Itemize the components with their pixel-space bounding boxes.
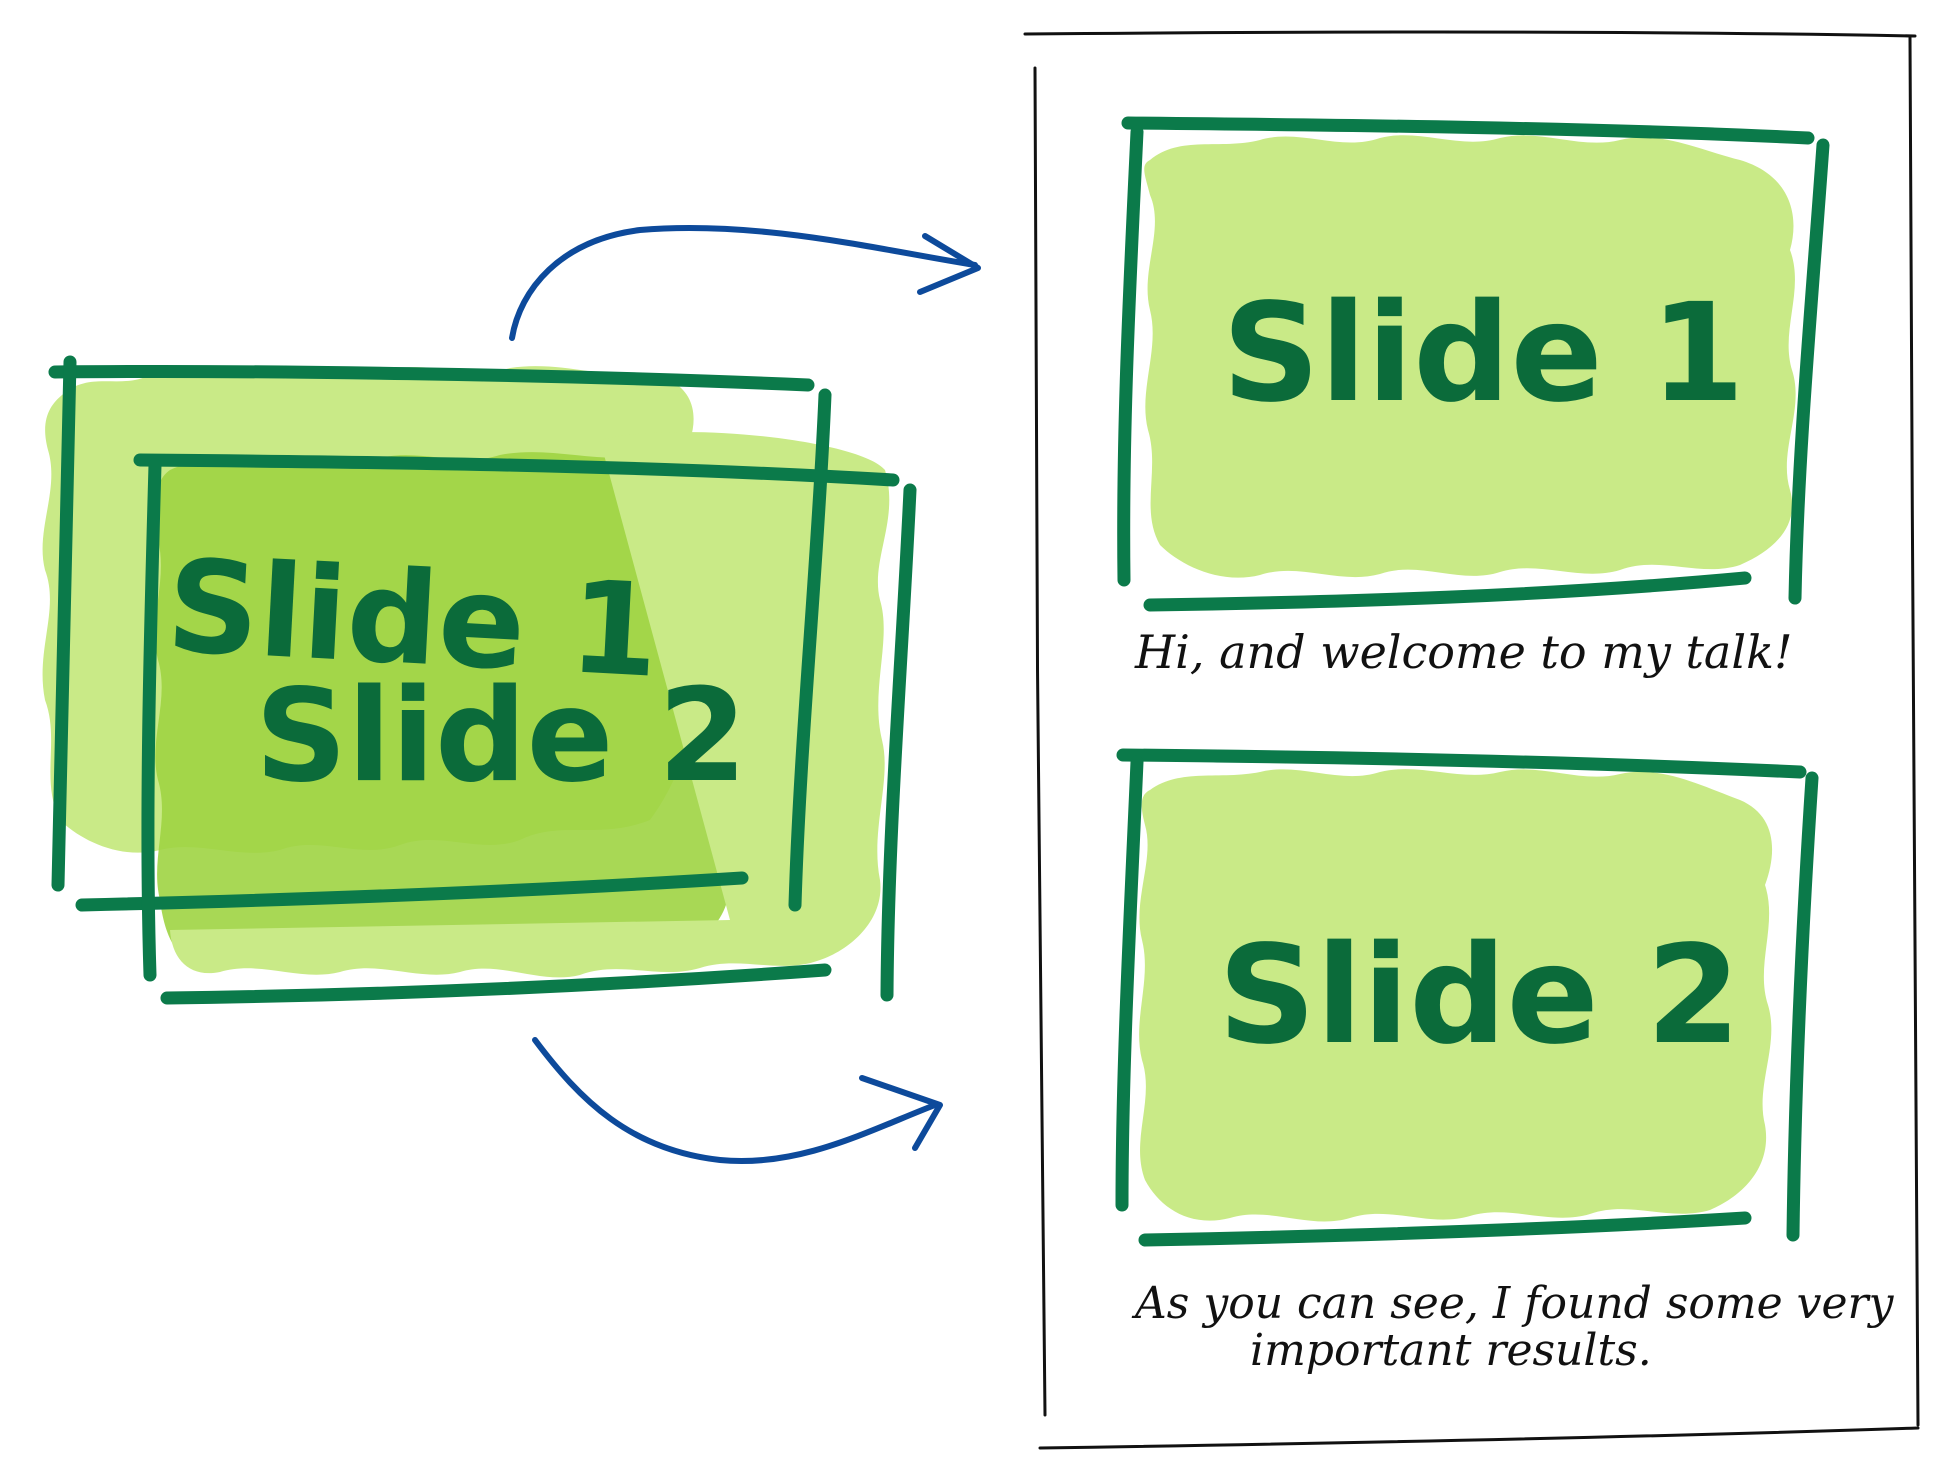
doc-slide-2-frame-bottom: [1138, 1211, 1752, 1247]
back-frame-top: [48, 365, 815, 392]
page-border-right: [1908, 36, 1920, 1427]
doc-slide-2-frame-left: [1115, 755, 1144, 1212]
document-page: Slide 1 Hi, and welcome to my talk! Slid…: [1023, 30, 1920, 1450]
doc-slide-2-caption-line-2: important results.: [1250, 1325, 1652, 1376]
doc-slide-2-fill: [1139, 769, 1773, 1222]
page-border-top: [1023, 30, 1917, 38]
front-frame-bottom: [160, 963, 832, 1005]
front-frame-top: [133, 453, 900, 487]
front-frame-left: [141, 458, 162, 982]
document-slide-1: Slide 1: [1117, 116, 1830, 612]
front-slide-fill-lower: [170, 431, 890, 978]
front-slide-fill: [155, 452, 734, 966]
stacked-back-slide-label: Slide 1: [163, 532, 662, 707]
stacked-slides: Slide 1 Slide 2: [42, 355, 917, 1005]
stacked-front-slide-label: Slide 2: [255, 662, 747, 811]
page-border-left: [1033, 66, 1047, 1417]
doc-slide-2-frame-right: [1786, 771, 1819, 1242]
doc-slide-2-caption: As you can see, I found some very: [1131, 1278, 1895, 1329]
doc-slide-1-frame-left: [1117, 125, 1144, 587]
front-frame-right: [880, 483, 917, 1002]
curved-arrow-right-icon: [509, 225, 981, 341]
back-frame-right: [788, 388, 832, 912]
doc-slide-2-frame-top: [1116, 748, 1807, 779]
back-frame-bottom: [75, 871, 749, 912]
doc-slide-1-caption: Hi, and welcome to my talk!: [1134, 625, 1792, 679]
doc-slide-2-caption-2: important results.: [1250, 1325, 1652, 1376]
doc-slide-1-frame-bottom: [1143, 571, 1752, 612]
doc-slide-1-fill: [1144, 135, 1796, 578]
doc-slide-2-label: Slide 2: [1218, 917, 1741, 1075]
doc-slide-1-caption-line: Hi, and welcome to my talk!: [1134, 625, 1792, 679]
back-frame-left: [51, 355, 77, 892]
doc-slide-2-caption-line-1: As you can see, I found some very: [1131, 1278, 1895, 1329]
document-slide-2: Slide 2: [1115, 748, 1819, 1247]
curved-arrow-right-icon: [532, 1037, 943, 1164]
doc-slide-1-frame-right: [1788, 138, 1830, 605]
doc-slide-1-frame-top: [1121, 116, 1815, 145]
doc-slide-1-label: Slide 1: [1222, 275, 1745, 433]
page-border-bottom: [1038, 1426, 1920, 1450]
